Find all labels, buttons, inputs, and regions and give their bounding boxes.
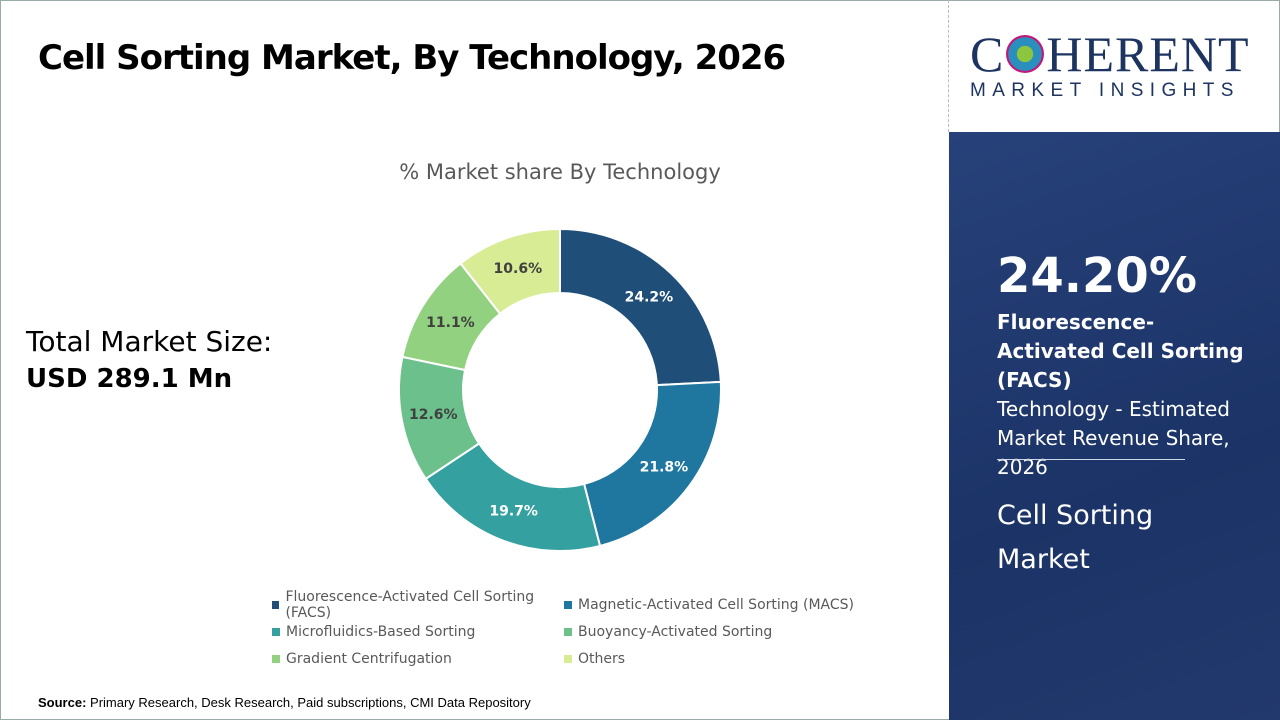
logo-brand: C HERENT xyxy=(970,26,1250,82)
legend-label: Gradient Centrifugation xyxy=(286,651,452,667)
data-label: 21.8% xyxy=(640,459,689,475)
logo: C HERENT MARKET INSIGHTS xyxy=(970,26,1260,102)
legend-item: Gradient Centrifugation xyxy=(272,650,564,668)
highlight-description: Fluorescence-Activated Cell Sorting (FAC… xyxy=(997,308,1247,482)
legend-item: Buoyancy-Activated Sorting xyxy=(564,623,864,641)
source-note: Source: Primary Research, Desk Research,… xyxy=(38,695,531,710)
legend-label: Fluorescence-Activated Cell Sorting (FAC… xyxy=(285,589,535,621)
legend-label: Magnetic-Activated Cell Sorting (MACS) xyxy=(578,597,854,613)
highlight-panel: 24.20% Fluorescence-Activated Cell Sorti… xyxy=(949,132,1280,720)
total-market-label: Total Market Size: xyxy=(26,325,273,358)
total-market-value: USD 289.1 Mn xyxy=(26,364,233,394)
source-text: Primary Research, Desk Research, Paid su… xyxy=(86,695,531,710)
legend-swatch xyxy=(272,628,280,636)
legend-label: Others xyxy=(578,651,626,667)
chart-title: % Market share By Technology xyxy=(399,160,721,184)
legend-item: Others xyxy=(564,650,864,668)
legend-swatch xyxy=(272,655,280,663)
legend-item: Magnetic-Activated Cell Sorting (MACS) xyxy=(564,596,864,614)
market-name: Cell Sorting Market xyxy=(997,500,1154,575)
legend-swatch xyxy=(564,655,572,663)
page-title: Cell Sorting Market, By Technology, 2026 xyxy=(38,38,786,78)
globe-icon xyxy=(1006,35,1045,73)
legend-label: Buoyancy-Activated Sorting xyxy=(578,624,773,640)
donut-slice xyxy=(459,227,561,316)
highlight-segment: Fluorescence-Activated Cell Sorting (FAC… xyxy=(997,310,1244,392)
data-label: 19.7% xyxy=(489,503,538,519)
panel-divider xyxy=(997,459,1185,460)
donut-chart: 24.2% 21.8% 19.7% 12.6% 11.1% 10.6% xyxy=(398,227,722,552)
source-label: Source: xyxy=(38,695,87,710)
logo-tagline: MARKET INSIGHTS xyxy=(970,80,1240,101)
data-label: 10.6% xyxy=(494,261,543,277)
legend-swatch xyxy=(564,601,572,609)
legend-label: Microfluidics-Based Sorting xyxy=(286,624,476,640)
legend-item: Fluorescence-Activated Cell Sorting (FAC… xyxy=(272,589,564,621)
data-label: 11.1% xyxy=(426,315,475,331)
divider xyxy=(948,0,949,132)
highlight-text: Technology - Estimated Market Revenue Sh… xyxy=(997,397,1230,479)
legend-item: Microfluidics-Based Sorting xyxy=(272,623,564,641)
data-label: 12.6% xyxy=(409,407,458,423)
data-label: 24.2% xyxy=(625,290,674,306)
highlight-percent: 24.20% xyxy=(997,248,1197,304)
legend-swatch xyxy=(272,601,280,609)
donut-slice xyxy=(559,227,722,387)
chart-legend: Fluorescence-Activated Cell Sorting (FAC… xyxy=(272,589,872,668)
legend-swatch xyxy=(564,628,572,636)
